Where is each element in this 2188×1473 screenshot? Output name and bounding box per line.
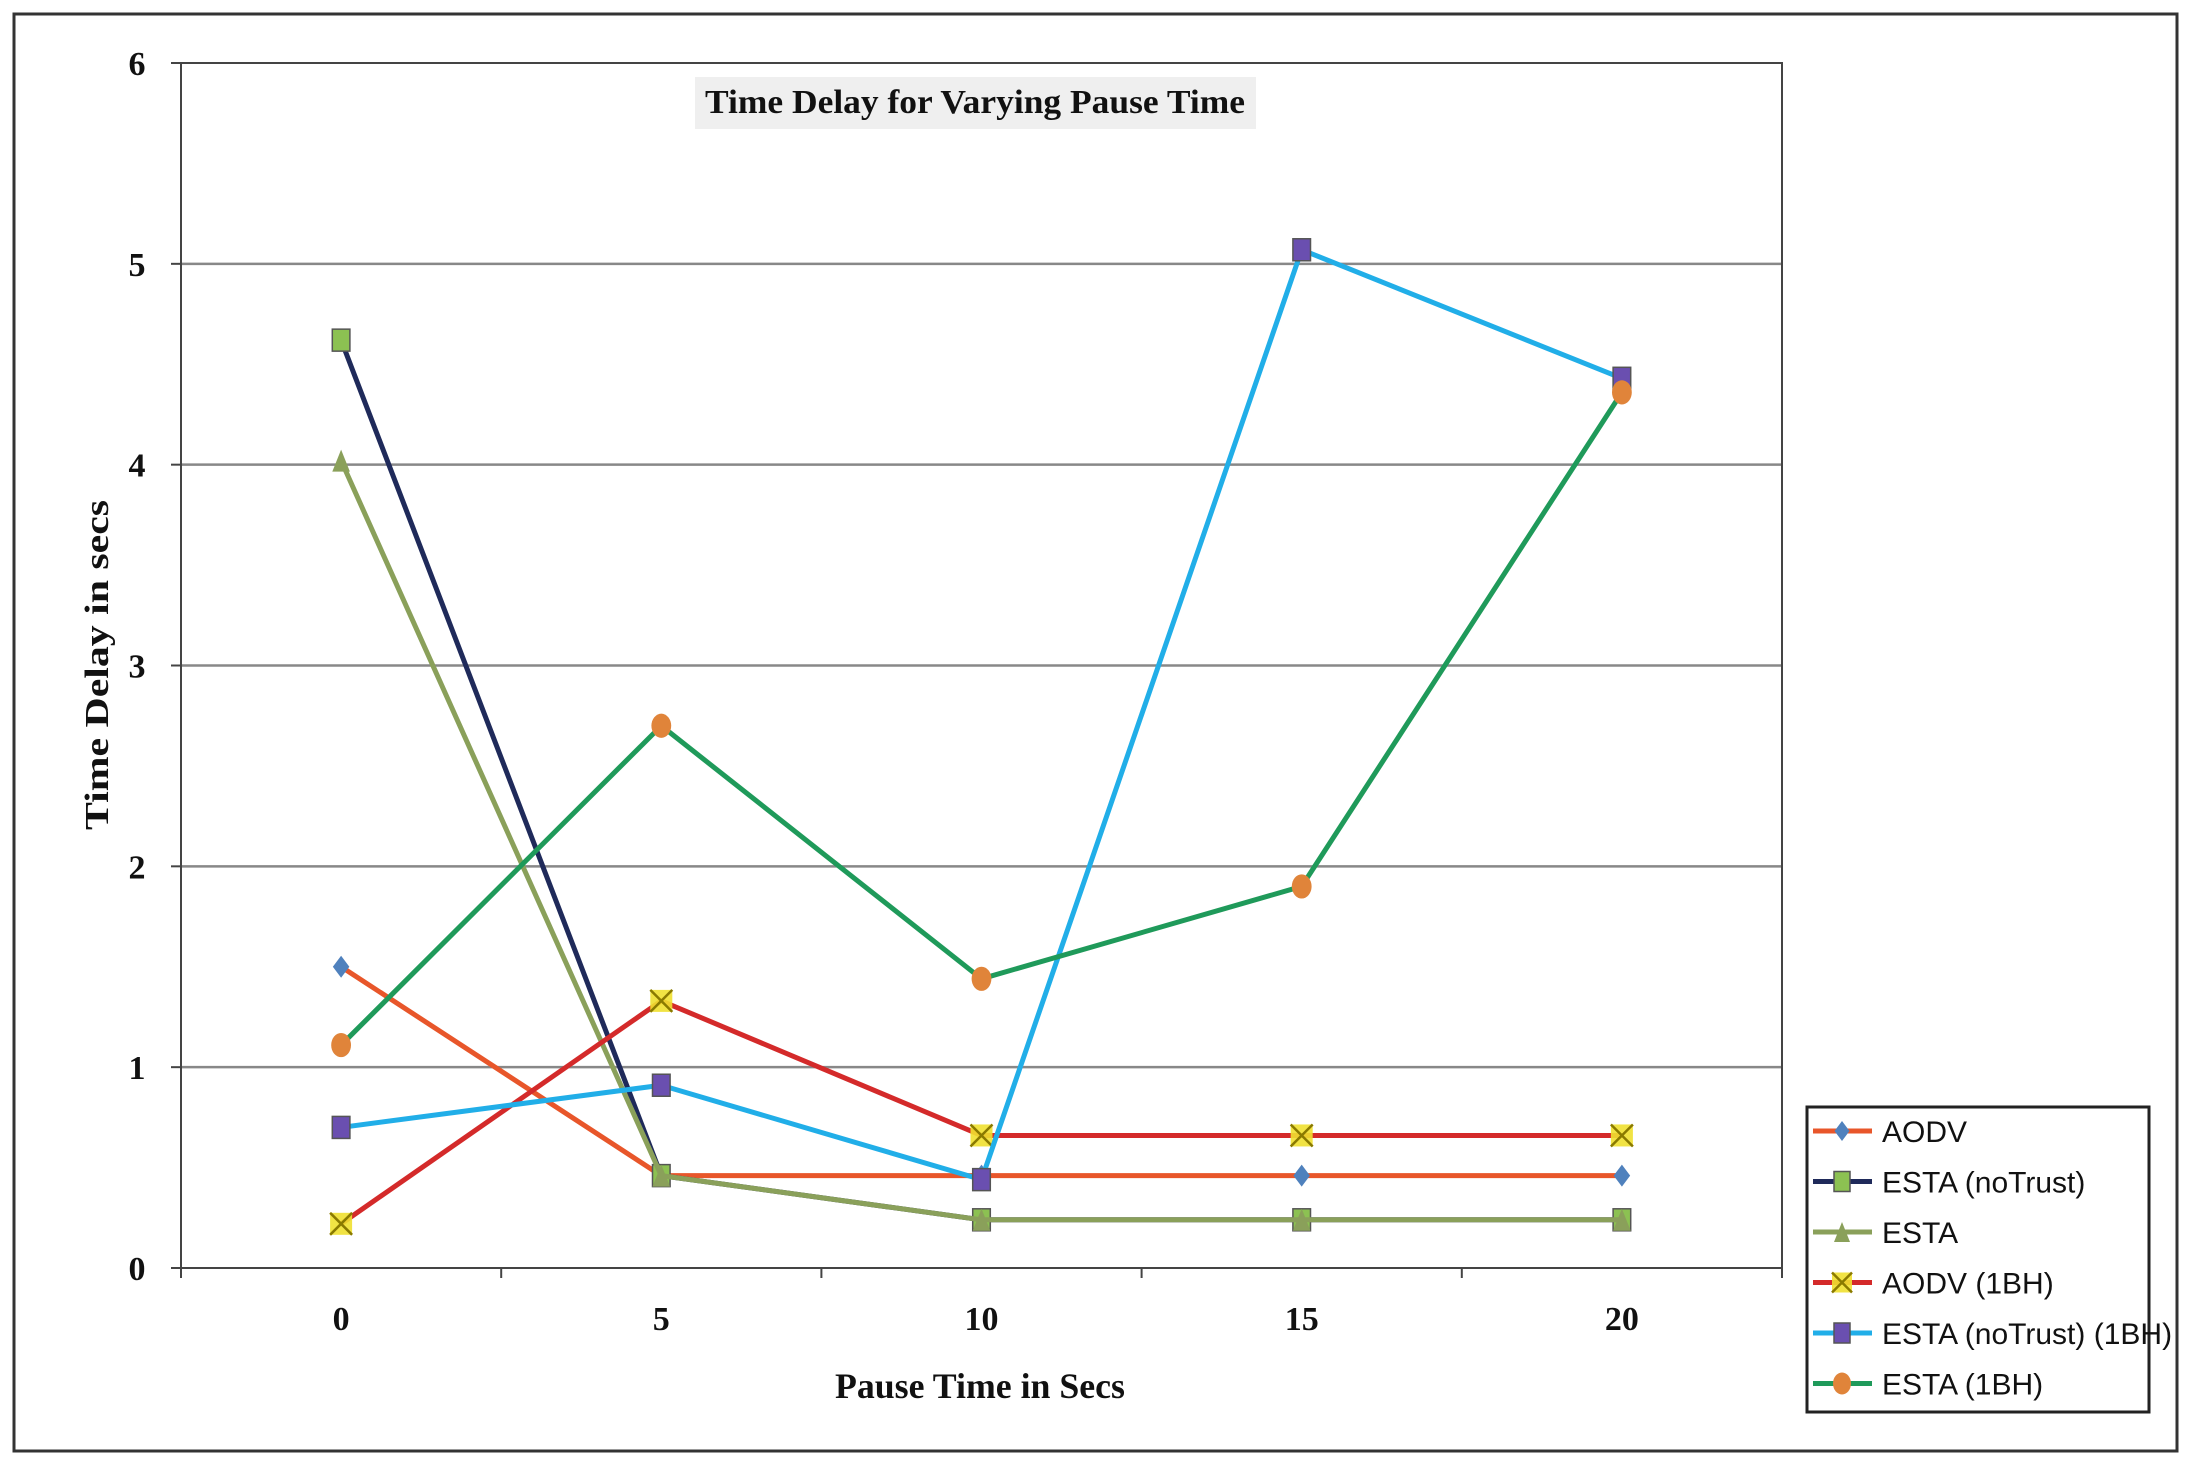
marker-diamond: [1613, 1164, 1631, 1187]
legend-label: ESTA: [1882, 1217, 1958, 1250]
marker-circle: [1612, 380, 1632, 405]
series-aodv-1bh: [329, 989, 1634, 1236]
legend-item: AODV (1BH): [1813, 1268, 2054, 1301]
x-axis-label: Pause Time in Secs: [835, 1366, 1125, 1406]
legend-item: ESTA (noTrust) (1BH): [1813, 1318, 2172, 1351]
marker-x: [1289, 1123, 1314, 1148]
marker-triangle: [1292, 1208, 1311, 1231]
y-tick-label: 3: [129, 649, 146, 686]
marker-square: [1833, 1322, 1851, 1344]
marker-circle: [971, 966, 992, 991]
marker-triangle: [1613, 1208, 1631, 1231]
marker-x-cross: [1831, 1271, 1853, 1294]
chart-title-background: [695, 77, 1256, 129]
marker-triangle: [1834, 1222, 1850, 1242]
x-tick-label: 10: [965, 1301, 999, 1338]
marker-x-cross: [329, 1211, 353, 1236]
chart-title: Time Delay for Varying Pause Time: [705, 84, 1245, 121]
x-tick-label: 15: [1285, 1301, 1319, 1338]
legend-label: AODV (1BH): [1882, 1268, 2054, 1301]
marker-diamond: [1834, 1121, 1850, 1141]
legend-label: AODV: [1882, 1116, 1967, 1149]
legend-item: AODV: [1813, 1116, 1967, 1149]
marker-x: [329, 1211, 353, 1236]
marker-circle: [651, 713, 672, 738]
legend-item: ESTA (noTrust): [1813, 1167, 2085, 1200]
marker-x-cross: [1289, 1123, 1314, 1148]
y-tick-label: 2: [129, 849, 146, 886]
marker-circle: [331, 1032, 351, 1058]
marker-square: [331, 328, 351, 352]
marker-triangle: [332, 449, 350, 472]
marker-square: [1292, 238, 1312, 262]
legend-item: ESTA: [1813, 1217, 1958, 1250]
marker-triangle: [972, 1208, 991, 1231]
legend-label: ESTA (1BH): [1882, 1369, 2043, 1402]
legend-box: [1805, 1105, 2151, 1414]
marker-square: [1833, 1170, 1851, 1193]
legend-label: ESTA (noTrust): [1882, 1167, 2085, 1200]
marker-x: [649, 989, 674, 1013]
marker-square: [651, 1073, 671, 1097]
y-tick-label: 0: [129, 1251, 146, 1288]
marker-x: [1610, 1123, 1634, 1148]
marker-square: [971, 1167, 992, 1192]
x-tick-label: 0: [333, 1301, 350, 1338]
marker-triangle: [652, 1164, 671, 1187]
y-tick-label: 5: [129, 247, 146, 284]
series-esta: [332, 449, 1631, 1231]
marker-x-cross: [1610, 1123, 1634, 1148]
legend-label: ESTA (noTrust) (1BH): [1882, 1318, 2172, 1351]
marker-circle: [1291, 874, 1312, 899]
legend-item: ESTA (1BH): [1813, 1369, 2043, 1402]
marker-diamond: [1293, 1164, 1310, 1187]
legend: AODV ESTA (noTrust) ESTA AODV (1BH) ESTA (no…: [1805, 1105, 2172, 1414]
marker-circle: [1833, 1372, 1851, 1395]
y-tick-label: 6: [129, 46, 146, 83]
y-tick-label: 4: [129, 448, 146, 485]
x-tick-label: 20: [1605, 1301, 1639, 1338]
series-esta-1bh: [331, 380, 1632, 1058]
y-tick-label: 1: [129, 1050, 146, 1087]
x-tick-label: 5: [653, 1301, 670, 1338]
marker-diamond: [332, 955, 350, 978]
marker-x-cross: [649, 989, 674, 1013]
y-axis-label: Time Delay in secs: [79, 500, 116, 830]
marker-square: [331, 1115, 351, 1140]
marker-x: [969, 1123, 994, 1148]
marker-x-cross: [969, 1123, 994, 1148]
marker-x: [1831, 1271, 1853, 1294]
